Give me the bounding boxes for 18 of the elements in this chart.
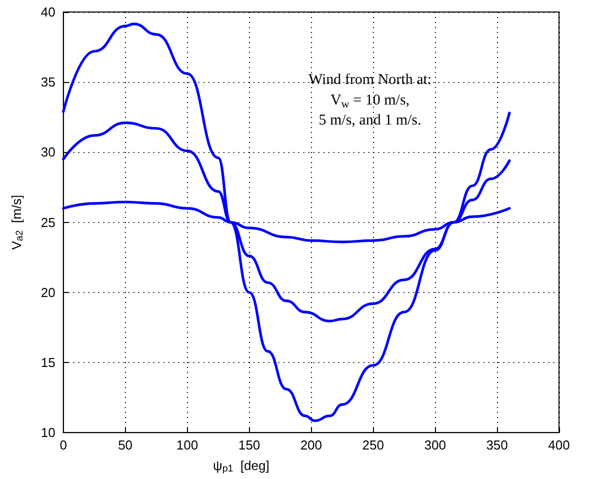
x-tick-label: 350	[486, 438, 508, 453]
y-tick-label: 15	[40, 355, 56, 370]
y-tick-label: 30	[40, 144, 56, 160]
y-tick-label: 20	[40, 284, 56, 300]
line-series	[62, 22, 511, 422]
x-tick-label: 200	[300, 438, 322, 453]
x-tick-label: 100	[176, 438, 198, 453]
x-tick-label: 300	[424, 438, 446, 453]
y-tick-label: 10	[40, 425, 56, 440]
y-axis-title: Va2 [m/s]	[9, 194, 26, 250]
x-tick-label: 400	[548, 438, 570, 453]
x-tick-label: 250	[362, 438, 384, 453]
y-tick-label: 40	[40, 4, 56, 20]
x-tick-label: 150	[238, 438, 260, 453]
y-tick-label: 35	[40, 74, 56, 90]
x-tick-label: 0	[60, 438, 67, 453]
x-tick-label: 50	[118, 438, 133, 453]
y-tick-label: 25	[40, 214, 56, 230]
